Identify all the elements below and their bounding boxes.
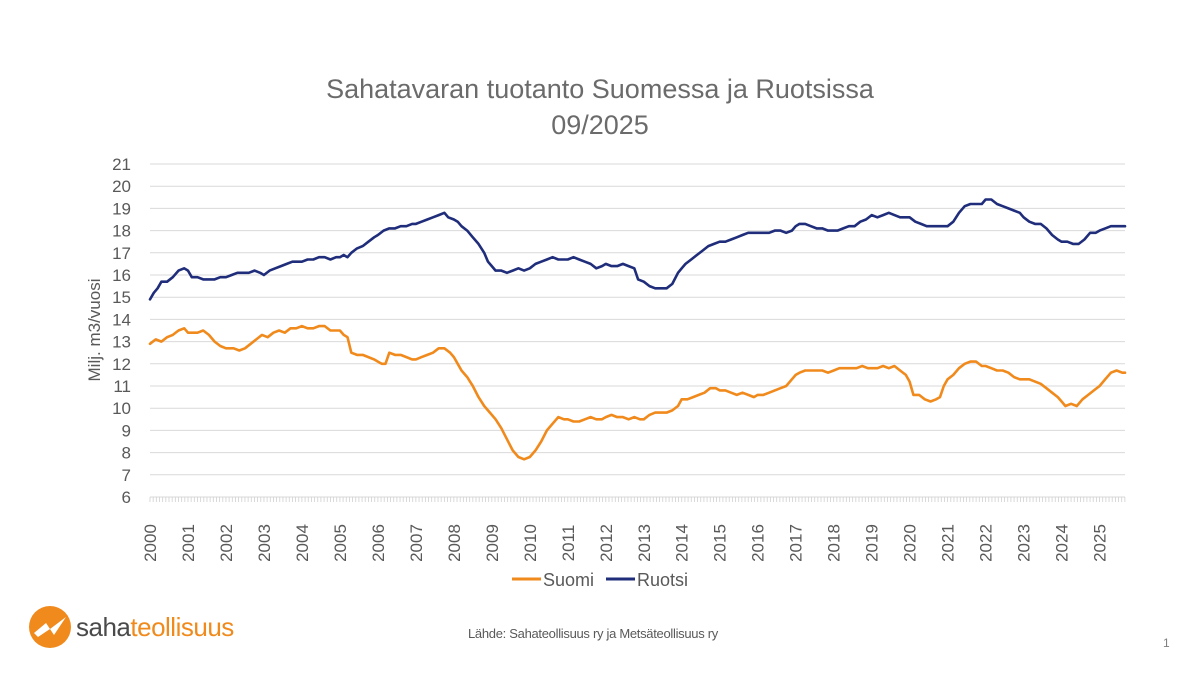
x-tick-2014: 2014: [673, 524, 692, 562]
y-tick-19: 19: [112, 199, 131, 218]
y-tick-13: 13: [112, 333, 131, 352]
x-tick-2008: 2008: [445, 524, 464, 562]
y-tick-11: 11: [113, 377, 131, 396]
y-tick-7: 7: [122, 466, 131, 485]
x-tick-2010: 2010: [521, 524, 540, 562]
x-tick-2005: 2005: [331, 524, 350, 562]
logo-word-saha: saha: [76, 611, 131, 642]
x-tick-2019: 2019: [863, 524, 882, 562]
x-tick-2007: 2007: [407, 524, 426, 562]
x-tick-2024: 2024: [1053, 524, 1072, 562]
y-tick-6: 6: [122, 488, 131, 507]
y-axis-label: Milj. m3/vuosi: [85, 279, 104, 382]
x-tick-2001: 2001: [179, 524, 198, 562]
series-line-ruotsi: [148, 198, 1127, 301]
logo-wordmark: sahateollisuus: [76, 612, 234, 643]
legend-label-ruotsi: Ruotsi: [637, 570, 688, 590]
y-tick-9: 9: [122, 421, 131, 440]
x-tick-2004: 2004: [293, 524, 312, 562]
legend-label-suomi: Suomi: [543, 570, 594, 590]
legend: Suomi Ruotsi: [512, 570, 688, 590]
series-line-suomi: [148, 324, 1127, 461]
gridlines: [150, 163, 1125, 476]
y-tick-14: 14: [112, 310, 131, 329]
x-tick-2012: 2012: [597, 524, 616, 562]
x-tick-2011: 2011: [559, 525, 578, 562]
series-lines: [148, 198, 1127, 461]
x-tick-2003: 2003: [255, 524, 274, 562]
x-tick-2016: 2016: [749, 524, 768, 562]
x-axis-ticks: 2000 2001 2002 2003 2004 2005 2006 2007 2008 2009…: [141, 524, 1110, 562]
x-tick-2013: 2013: [635, 524, 654, 562]
chart-subtitle: 09/2025: [551, 110, 649, 140]
x-tick-2023: 2023: [1015, 524, 1034, 562]
y-tick-10: 10: [112, 399, 131, 418]
y-axis-ticks: 6 7 8 9 10 11 12 13 14 15 16 17 18 19 20 21: [112, 155, 131, 507]
x-tick-2006: 2006: [369, 524, 388, 562]
y-tick-18: 18: [112, 222, 131, 241]
x-axis: [149, 496, 1126, 502]
x-tick-2000: 2000: [141, 524, 160, 562]
y-tick-20: 20: [112, 177, 131, 196]
x-tick-2021: 2021: [939, 524, 958, 562]
sahateollisuus-logo: sahateollisuus: [28, 605, 234, 649]
y-tick-21: 21: [112, 155, 131, 174]
chart-title: Sahatavaran tuotanto Suomessa ja Ruotsis…: [326, 74, 875, 104]
y-tick-12: 12: [112, 355, 131, 374]
logo-mark-icon: [29, 606, 71, 648]
x-tick-2020: 2020: [901, 524, 920, 562]
x-tick-2009: 2009: [483, 524, 502, 562]
y-tick-16: 16: [112, 266, 131, 285]
page-number: 1: [1163, 636, 1170, 650]
logo-word-teollisuus: teollisuus: [130, 611, 234, 642]
x-tick-2015: 2015: [711, 524, 730, 562]
y-tick-8: 8: [122, 444, 131, 463]
line-chart: Sahatavaran tuotanto Suomessa ja Ruotsis…: [85, 74, 1127, 590]
x-tick-2017: 2017: [787, 524, 806, 562]
x-tick-2022: 2022: [977, 524, 996, 562]
x-tick-2002: 2002: [217, 524, 236, 562]
y-tick-15: 15: [112, 288, 131, 307]
x-tick-2025: 2025: [1091, 524, 1110, 562]
source-note: Lähde: Sahateollisuus ry ja Metsäteollis…: [468, 626, 718, 641]
x-tick-2018: 2018: [825, 524, 844, 562]
y-tick-17: 17: [112, 244, 131, 263]
